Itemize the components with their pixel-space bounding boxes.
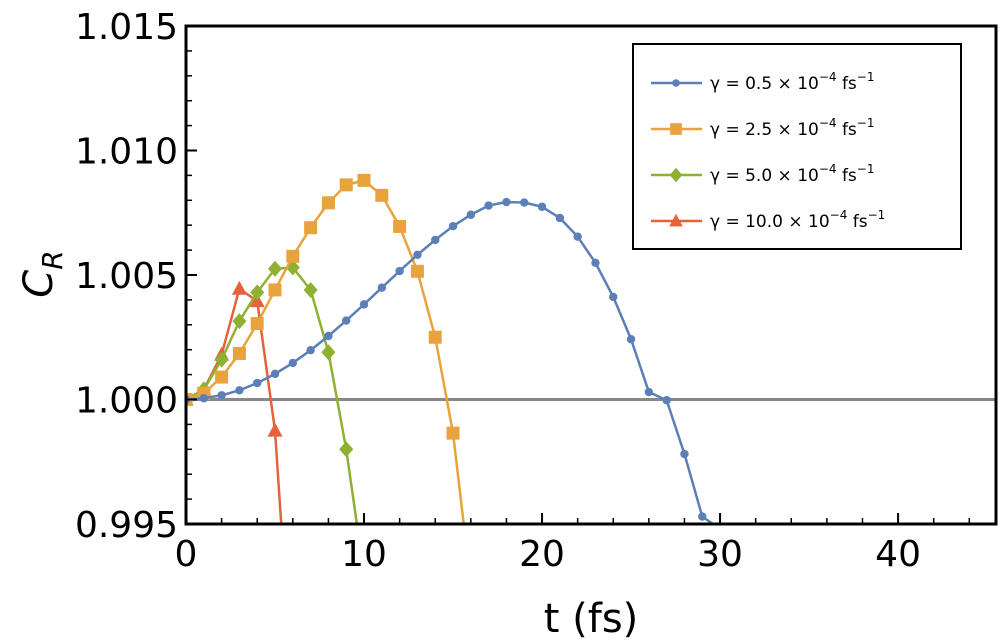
x-axis-title: t (fs)	[544, 596, 639, 642]
data-point	[393, 219, 407, 233]
data-point	[235, 386, 244, 395]
data-point	[250, 317, 264, 331]
legend-label: γ = 0.5 × 10−4 fs−1	[710, 70, 875, 94]
legend-box	[632, 43, 962, 250]
y-tick-label: 1.010	[75, 132, 178, 173]
data-point	[413, 250, 422, 260]
legend-label: γ = 2.5 × 10−4 fs−1	[710, 116, 875, 140]
data-point	[431, 235, 440, 245]
data-point	[214, 351, 229, 368]
data-point	[662, 396, 671, 405]
data-point	[268, 260, 283, 277]
x-tick-label: 40	[875, 534, 921, 575]
data-point	[303, 281, 318, 298]
data-point	[484, 201, 493, 210]
data-point	[644, 387, 654, 397]
legend-swatch-marker	[672, 79, 680, 87]
data-point	[217, 391, 226, 400]
data-point	[339, 178, 353, 192]
data-point	[377, 283, 387, 292]
series-2	[186, 259, 359, 524]
series-0	[186, 197, 714, 524]
x-tick-label: 20	[519, 534, 565, 575]
data-point	[342, 316, 351, 325]
data-point	[520, 198, 529, 207]
data-point	[591, 258, 600, 267]
x-tick-label: 30	[697, 534, 743, 575]
legend-swatch-marker	[669, 167, 683, 183]
data-point	[232, 346, 246, 360]
data-point	[537, 202, 547, 211]
series-3	[186, 280, 283, 524]
data-point	[286, 249, 300, 263]
legend-item: γ = 10.0 × 10−4 fs−1	[651, 208, 885, 232]
data-point	[428, 330, 442, 344]
legend-item: γ = 5.0 × 10−4 fs−1	[651, 162, 875, 186]
data-point	[231, 280, 247, 295]
data-point	[395, 266, 404, 276]
data-point	[199, 394, 209, 403]
legend-item: γ = 2.5 × 10−4 fs−1	[651, 116, 875, 140]
data-point	[306, 345, 315, 355]
data-point	[215, 370, 229, 384]
data-point	[304, 221, 318, 235]
data-point	[357, 173, 371, 187]
data-point	[448, 221, 458, 231]
y-tick-label: 1.000	[75, 381, 178, 422]
data-point	[375, 188, 389, 202]
y-axis-title: CR	[16, 250, 69, 297]
y-tick-label: 1.015	[75, 7, 178, 48]
data-point	[502, 197, 511, 207]
svg-text:CR: CR	[16, 250, 69, 297]
data-point	[573, 232, 582, 241]
data-point	[270, 369, 280, 379]
data-point	[324, 331, 333, 341]
legend-swatch-marker	[669, 213, 683, 227]
legend-swatch-marker	[670, 123, 682, 135]
legend: γ = 0.5 × 10−4 fs−1 γ = 2.5 × 10−4 fs−1 γ …	[632, 43, 962, 250]
data-point	[253, 378, 262, 388]
data-point	[680, 449, 689, 459]
data-point	[250, 284, 265, 301]
data-point	[359, 300, 369, 309]
data-point	[626, 335, 636, 344]
legend-label: γ = 5.0 × 10−4 fs−1	[710, 162, 875, 186]
y-tick-label: 0.995	[75, 505, 178, 546]
data-point	[321, 344, 336, 361]
data-point	[339, 441, 354, 458]
data-point	[232, 313, 247, 330]
data-point	[321, 196, 335, 210]
data-point	[609, 292, 618, 302]
data-point	[555, 213, 565, 223]
data-point	[267, 422, 283, 437]
x-tick-label: 10	[341, 534, 387, 575]
data-point	[466, 210, 476, 219]
y-tick-label: 1.005	[75, 256, 178, 297]
x-tick-label: 0	[175, 534, 198, 575]
data-point	[268, 283, 282, 297]
data-point	[446, 426, 460, 440]
legend-label: γ = 10.0 × 10−4 fs−1	[710, 208, 885, 232]
legend-item: γ = 0.5 × 10−4 fs−1	[651, 70, 875, 94]
series-line	[186, 286, 283, 524]
data-point	[288, 358, 298, 368]
data-point	[698, 512, 707, 521]
data-point	[410, 264, 424, 278]
